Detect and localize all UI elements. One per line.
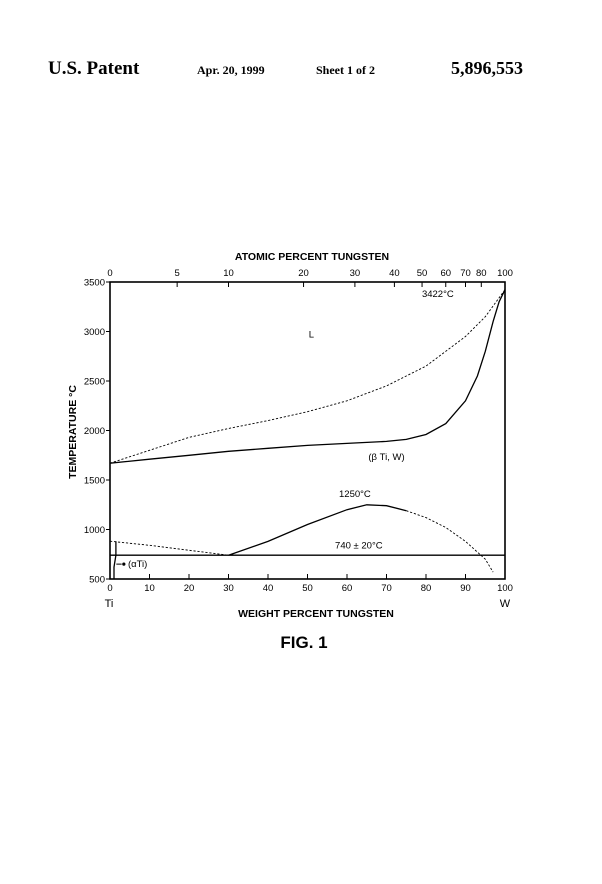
y-tick-label-4: 2500 [84,377,105,388]
patent-number: 5,896,553 [451,58,523,78]
x-end-label-right: W [500,598,511,610]
x-tick-label-10: 100 [497,583,513,594]
y-tick-label-6: 3500 [84,278,105,289]
top-tick-label-6: 50 [417,268,428,279]
annotation-5: (αTi) [128,559,147,570]
top-tick-label-5: 40 [389,268,400,279]
y-axis-label: TEMPERATURE °C [67,385,79,479]
x-tick-label-7: 70 [381,583,392,594]
annotation-0: L [309,329,314,340]
top-tick-label-10: 100 [497,268,513,279]
x-tick-label-6: 60 [342,583,353,594]
annotation-1: 3422°C [422,289,454,300]
alpha-ti-leader-dot [122,562,126,566]
top-tick-label-9: 80 [476,268,487,279]
x-axis-label: WEIGHT PERCENT TUNGSTEN [238,608,394,620]
patent-title: U.S. Patent [48,58,140,79]
annotation-2: (β Ti, W) [368,452,404,463]
patent-date: Apr. 20, 1999 [197,63,265,77]
top-tick-label-8: 70 [460,268,471,279]
annotation-4: 740 ± 20°C [335,540,383,551]
sheet-number: Sheet 1 of 2 [316,63,375,77]
top-tick-label-4: 30 [350,268,361,279]
phase-line-2 [228,504,407,556]
y-tick-label-3: 2000 [84,426,105,437]
phase-line-3 [406,510,494,573]
figure-label: FIG. 1 [280,633,327,652]
top-tick-label-0: 0 [107,268,112,279]
x-tick-label-1: 10 [144,583,155,594]
annotation-3: 1250°C [339,489,371,500]
top-tick-label-1: 5 [175,268,180,279]
top-tick-label-7: 60 [440,268,451,279]
phase-line-0 [109,289,506,464]
y-tick-label-2: 1500 [84,476,105,487]
x-end-label-left: Ti [105,598,114,610]
y-tick-label-1: 1000 [84,525,105,536]
x-tick-label-3: 30 [223,583,234,594]
phase-line-4 [109,540,229,556]
y-tick-label-5: 3000 [84,327,105,338]
x-tick-label-5: 50 [302,583,313,594]
y-tick-label-0: 500 [89,575,105,586]
top-tick-label-3: 20 [298,268,309,279]
top-axis-label: ATOMIC PERCENT TUNGSTEN [235,251,389,263]
x-tick-label-4: 40 [263,583,274,594]
x-tick-label-2: 20 [184,583,195,594]
plot-frame [109,281,506,580]
x-tick-label-8: 80 [421,583,432,594]
x-tick-label-9: 90 [460,583,471,594]
phase-line-6 [113,541,117,579]
phase-line-1 [109,289,506,464]
top-tick-label-2: 10 [223,268,234,279]
x-tick-label-0: 0 [107,583,112,594]
